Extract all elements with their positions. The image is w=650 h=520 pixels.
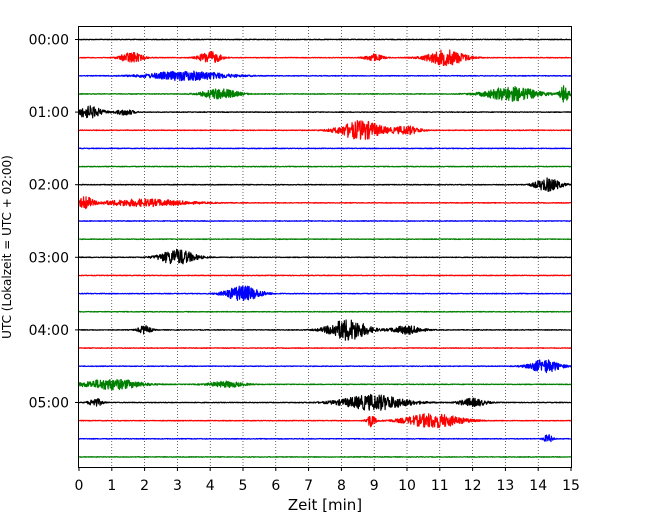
y-tick-label: 04:00	[29, 323, 69, 339]
y-tick-label: 03:00	[29, 250, 69, 266]
trace-0430	[78, 359, 572, 374]
trace-0315	[78, 274, 572, 277]
x-tick-label: 0	[75, 478, 84, 494]
trace-0215	[78, 196, 572, 210]
y-tick-label: 05:00	[29, 396, 69, 412]
y-tick-label: 01:00	[29, 105, 69, 121]
x-tick-label: 6	[271, 478, 280, 494]
x-tick-label: 9	[370, 478, 379, 494]
trace-0230	[78, 220, 572, 222]
trace-0300	[78, 248, 572, 265]
x-tick-label: 7	[304, 478, 313, 494]
trace-0400	[78, 319, 572, 341]
trace-0000	[78, 38, 572, 41]
x-tick-label: 2	[140, 478, 149, 494]
x-axis-label: Zeit [min]	[288, 496, 362, 514]
trace-0115	[78, 120, 572, 140]
trace-0130	[78, 147, 572, 150]
x-tick-label: 11	[431, 478, 449, 494]
y-axis-label: UTC (Lokalzeit = UTC + 02:00)	[0, 155, 14, 339]
trace-0100	[78, 105, 572, 119]
x-tick-label: 10	[398, 478, 416, 494]
trace-0200	[78, 177, 572, 193]
y-tick-label: 00:00	[29, 33, 69, 49]
y-tick-label: 02:00	[29, 178, 69, 194]
x-tick-label: 1	[107, 478, 116, 494]
trace-0045	[78, 85, 572, 103]
x-tick-label: 12	[464, 478, 482, 494]
trace-0030	[78, 70, 572, 82]
trace-0015	[78, 49, 572, 67]
trace-0515	[78, 413, 572, 429]
plot-frame	[78, 26, 572, 468]
x-tick-label: 14	[529, 478, 547, 494]
trace-0245	[78, 238, 572, 241]
trace-0445	[78, 378, 572, 391]
trace-0500	[78, 393, 572, 411]
trace-0330	[78, 285, 572, 302]
x-axis: 0 1 2 3 4 5 6 7 8 9 10 11 12 13 14 15	[75, 467, 580, 494]
x-tick-label: 15	[562, 478, 580, 494]
trace-0415	[78, 347, 572, 349]
trace-0345	[78, 310, 572, 313]
x-tick-label: 8	[337, 478, 346, 494]
trace-0545	[78, 456, 572, 458]
trace-0145	[78, 165, 572, 168]
x-tick-label: 13	[496, 478, 514, 494]
y-axis: 00:00 01:00 02:00 03:00 04:00 05:00	[29, 33, 79, 412]
trace-group	[78, 38, 572, 458]
x-tick-label: 4	[206, 478, 215, 494]
x-tick-label: 5	[239, 478, 248, 494]
x-tick-label: 3	[173, 478, 182, 494]
vertical-grid	[111, 27, 539, 467]
trace-0530	[78, 434, 572, 443]
